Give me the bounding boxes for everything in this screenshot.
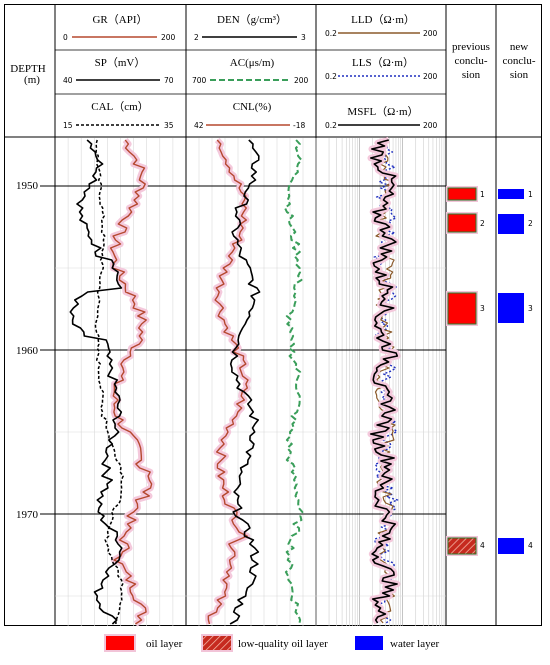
depth-label-1950: 1950: [16, 180, 39, 192]
legend-oil-swatch: [106, 636, 134, 650]
outer-frame: [4, 4, 542, 626]
ac-curve-label: AC(μs/m): [230, 57, 275, 69]
new-layer-4-num: 4: [528, 541, 533, 550]
new-conclusion-column: 1 2 3 4: [498, 189, 533, 554]
previous-conclusion-title-1: previous: [452, 41, 490, 53]
prev-layer-4-low-quality-oil: [447, 537, 477, 555]
new-layer-1-num: 1: [528, 190, 533, 199]
depth-axis-title: DEPTH: [10, 63, 46, 75]
depth-label-1970: 1970: [16, 509, 39, 521]
cnl-curve-label: CNL(%): [233, 101, 272, 113]
sp-curve-label: SP（mV）: [95, 56, 146, 69]
previous-conclusion-title-2: conclu-: [455, 55, 488, 67]
depth-label-1960: 1960: [16, 345, 39, 357]
legend-low-quality-label: low-quality oil layer: [238, 638, 328, 650]
cnl-curve-halo: [205, 137, 252, 625]
legend-water-label: water layer: [390, 638, 439, 650]
lls-curve: [373, 139, 399, 624]
den-scale-min: 2: [194, 33, 199, 42]
den-scale-max: 3: [301, 33, 306, 42]
new-layer-4-water: [498, 538, 524, 554]
prev-layer-1-oil: [447, 187, 477, 201]
gr-curve-label: GR（API）: [92, 13, 147, 26]
sp-scale-min: 40: [63, 76, 73, 85]
msfl-scale-max: 200: [423, 121, 438, 130]
cal-scale-min: 15: [63, 121, 73, 130]
new-layer-1-water: [498, 189, 524, 199]
gr-curve: [109, 139, 153, 625]
new-conclusion-title-3: sion: [510, 69, 529, 81]
log-curves: [69, 136, 401, 627]
depth-ticks: [40, 185, 55, 515]
msfl-curve-label: MSFL（Ω·m）: [347, 105, 418, 118]
prev-layer-2-oil: [447, 213, 477, 233]
legend-water-swatch: [355, 636, 383, 650]
ac-scale-max: 200: [294, 76, 309, 85]
msfl-curve: [369, 139, 399, 624]
new-layer-2-water: [498, 214, 524, 234]
legend-low-quality-swatch: [203, 636, 231, 650]
lld-curve-label: LLD（Ω·m）: [351, 13, 415, 26]
cal-scale-max: 35: [164, 121, 174, 130]
lld-scale-max: 200: [423, 29, 438, 38]
new-layer-2-num: 2: [528, 219, 533, 228]
ac-curve: [284, 139, 304, 625]
ac-scale-min: 700: [192, 76, 207, 85]
sp-curve: [69, 139, 123, 625]
new-layer-3-num: 3: [528, 304, 533, 313]
sp-scale-max: 70: [164, 76, 174, 85]
msfl-scale-min: 0.2: [325, 121, 337, 130]
previous-conclusion-title-3: sion: [462, 69, 481, 81]
lls-curve-label: LLS（Ω·m）: [352, 56, 414, 69]
gr-scale-max: 200: [161, 33, 176, 42]
lls-scale-min: 0.2: [325, 72, 337, 81]
den-curve: [229, 139, 261, 625]
prev-layer-2-num: 2: [480, 219, 485, 228]
cnl-curve: [207, 139, 249, 625]
cal-curve-label: CAL（cm）: [91, 100, 148, 113]
legend: oil layer low-quality oil layer water la…: [104, 634, 439, 652]
previous-conclusion-column: 1 2 3 4: [446, 186, 485, 556]
gr-scale-min: 0: [63, 33, 68, 42]
den-curve-label: DEN（g/cm³）: [217, 13, 287, 26]
new-conclusion-title-2: conclu-: [503, 55, 536, 67]
new-conclusion-title-1: new: [510, 41, 528, 53]
cnl-scale-min: 42: [194, 121, 204, 130]
new-layer-3-water: [498, 293, 524, 323]
prev-layer-4-num: 4: [480, 541, 485, 550]
lld-scale-min: 0.2: [325, 29, 337, 38]
depth-axis-unit: (m): [24, 74, 40, 86]
prev-layer-1-num: 1: [480, 190, 485, 199]
prev-layer-3-num: 3: [480, 304, 485, 313]
cnl-scale-max: -18: [293, 121, 305, 130]
prev-layer-3-oil: [447, 292, 477, 325]
legend-oil-label: oil layer: [146, 638, 183, 650]
cal-curve: [94, 139, 124, 625]
lls-scale-max: 200: [423, 72, 438, 81]
